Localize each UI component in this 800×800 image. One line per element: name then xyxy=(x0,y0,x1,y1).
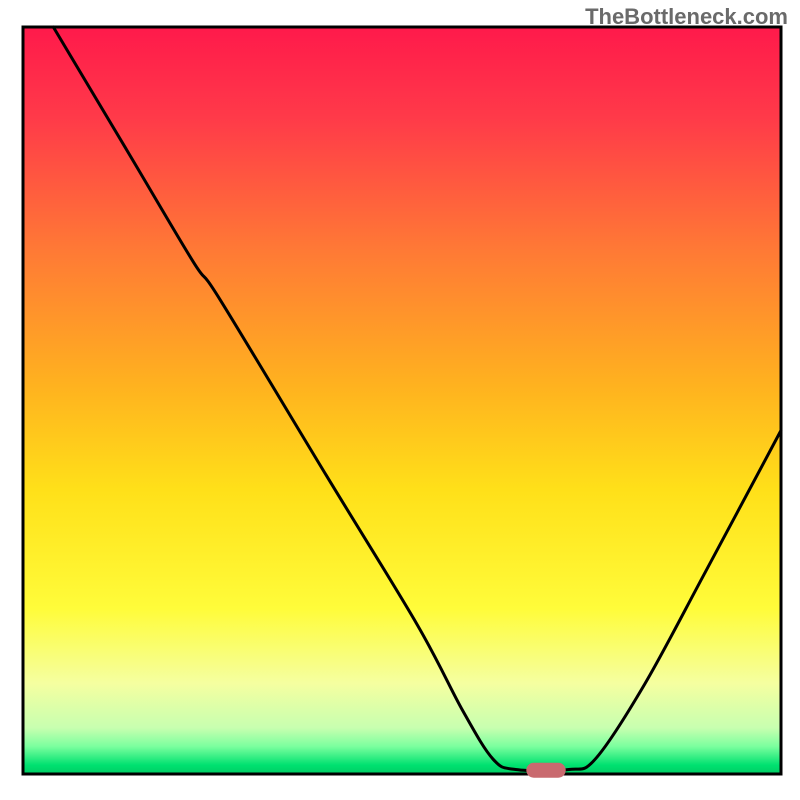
bottleneck-chart xyxy=(0,0,800,800)
chart-root: TheBottleneck.com xyxy=(0,0,800,800)
plot-background xyxy=(25,29,780,773)
optimal-marker xyxy=(526,763,565,778)
source-watermark: TheBottleneck.com xyxy=(585,4,788,30)
